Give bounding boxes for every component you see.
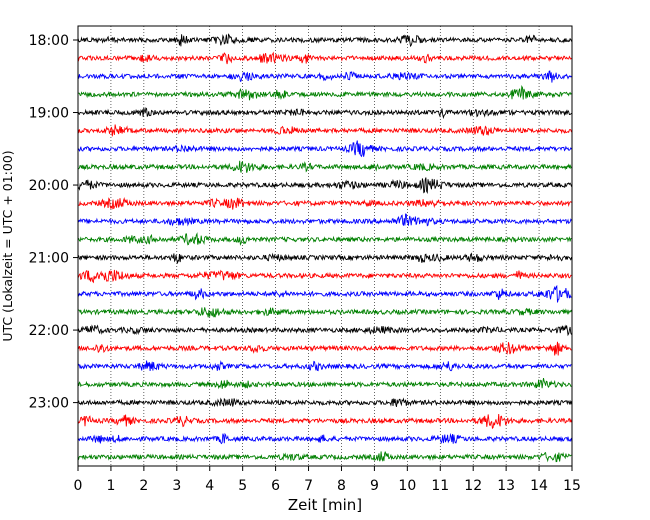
x-tick-label: 4 (205, 478, 214, 494)
trace-2345 (77, 451, 572, 463)
y-tick-label: 21:00 (29, 251, 69, 267)
trace-2230 (77, 360, 572, 372)
x-tick-label: 15 (563, 478, 581, 494)
trace-2145 (77, 307, 572, 318)
x-tick-label: 0 (74, 478, 83, 494)
trace-2245 (77, 378, 572, 390)
x-tick-label: 5 (238, 478, 247, 494)
trace-2000 (77, 177, 572, 195)
y-tick-label: 20:00 (29, 178, 69, 194)
trace-1945 (77, 160, 572, 173)
x-tick-label: 13 (497, 478, 515, 494)
trace-2015 (77, 196, 572, 210)
trace-1900 (77, 107, 572, 120)
y-tick-label: 19:00 (29, 106, 69, 122)
trace-2130 (77, 284, 572, 303)
x-tick-label: 3 (172, 478, 181, 494)
x-tick-label: 8 (337, 478, 346, 494)
trace-2045 (77, 232, 572, 246)
trace-2200 (77, 324, 572, 337)
y-tick-label: 18:00 (29, 33, 69, 49)
trace-1815 (77, 51, 572, 65)
trace-2300 (77, 397, 572, 408)
x-tick-label: 10 (398, 478, 416, 494)
trace-1845 (77, 85, 572, 101)
x-tick-label: 1 (106, 478, 115, 494)
y-tick-label: 23:00 (29, 396, 69, 412)
x-tick-label: 12 (464, 478, 482, 494)
trace-2115 (77, 269, 572, 284)
x-tick-label: 2 (139, 478, 148, 494)
y-axis-label: UTC (Lokalzeit = UTC + 01:00) (0, 150, 15, 341)
grid-lines (110, 26, 540, 466)
plot-frame (77, 25, 573, 467)
trace-2330 (77, 432, 572, 445)
x-tick-label: 6 (271, 478, 280, 494)
trace-2215 (77, 341, 572, 356)
x-axis-ticks: 0 1 2 3 4 5 6 7 8 9 10 11 12 13 14 15 (74, 466, 581, 494)
y-tick-label: 22:00 (29, 323, 69, 339)
trace-2100 (77, 252, 572, 264)
x-tick-label: 11 (431, 478, 449, 494)
x-tick-label: 14 (530, 478, 548, 494)
trace-1930 (77, 140, 572, 158)
trace-2030 (77, 213, 572, 227)
seismic-traces (77, 33, 572, 463)
trace-2315 (77, 414, 572, 430)
trace-1830 (77, 70, 572, 83)
x-axis-label: Zeit [min] (288, 496, 362, 514)
x-tick-label: 9 (370, 478, 379, 494)
y-axis-ticks: 18:00 19:00 20:00 21:00 22:00 23:00 (29, 33, 78, 412)
x-tick-label: 7 (304, 478, 313, 494)
trace-1915 (77, 124, 572, 137)
trace-1800 (77, 33, 572, 48)
